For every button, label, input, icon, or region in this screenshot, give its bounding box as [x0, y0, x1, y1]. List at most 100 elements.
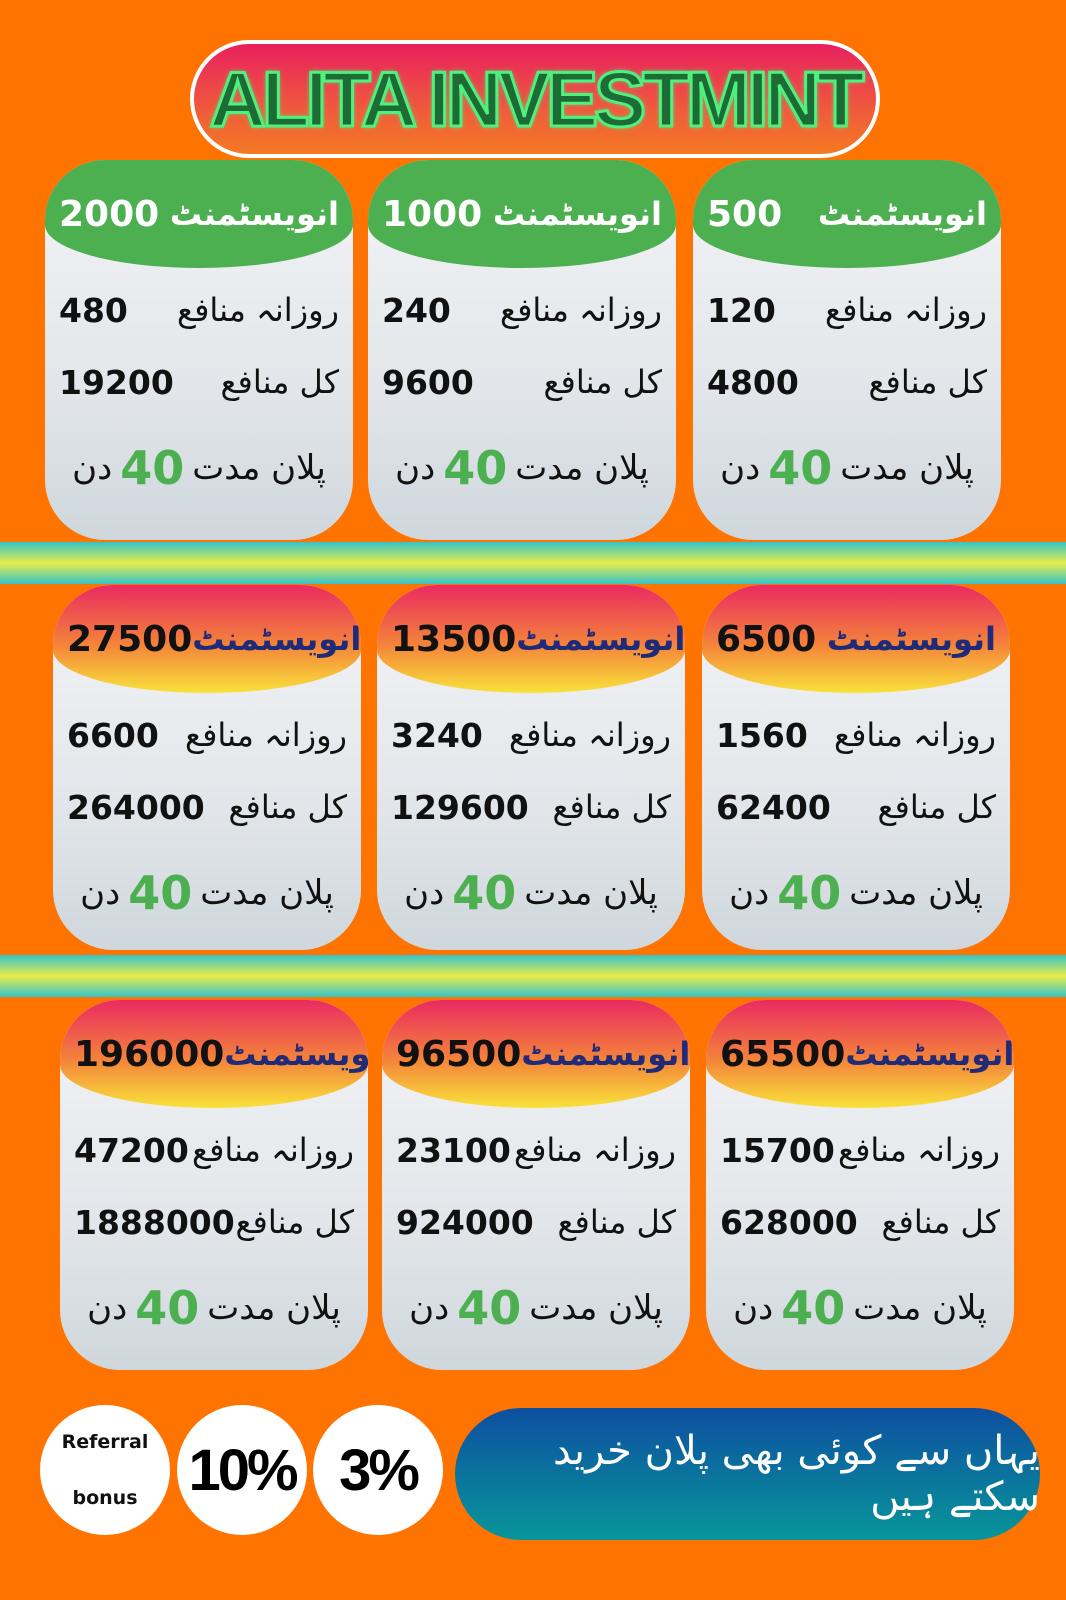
plan-days-value: 40	[457, 1281, 522, 1335]
plan-card[interactable]: 65500 انویسٹمنٹ 15700 روزانہ منافع 62800…	[706, 1000, 1014, 1370]
plan-header: 500 انویسٹمنٹ	[693, 160, 1001, 268]
plan-duration-label: پلان مدت	[840, 448, 974, 488]
plan-days-value: 40	[768, 441, 833, 495]
investment-amount: 1000	[382, 193, 483, 235]
days-unit: دن	[720, 448, 761, 488]
plan-duration-label: پلان مدت	[207, 1288, 341, 1328]
plan-header: 1000 انویسٹمنٹ	[368, 160, 676, 268]
total-profit-value: 62400	[716, 787, 831, 827]
plan-duration-label: پلان مدت	[524, 873, 658, 913]
total-profit-value: 129600	[391, 787, 529, 827]
daily-profit-value: 1560	[716, 715, 808, 755]
investment-label: انویسٹمنٹ	[826, 620, 996, 658]
days-unit: دن	[80, 873, 121, 913]
days-unit: دن	[409, 1288, 450, 1328]
investment-label: انویسٹمنٹ	[521, 1035, 690, 1073]
days-unit: دن	[87, 1288, 128, 1328]
total-profit-row: 4800 کل منافع	[693, 346, 1001, 418]
divider-stripe	[0, 955, 1066, 997]
total-profit-value: 264000	[67, 787, 205, 827]
referral-level2: 3%	[339, 1437, 420, 1503]
plan-duration-label: پلان مدت	[515, 448, 649, 488]
investment-amount: 27500	[67, 618, 193, 660]
plan-duration-label: پلان مدت	[853, 1288, 987, 1328]
total-profit-value: 924000	[396, 1202, 534, 1242]
daily-profit-value: 120	[707, 290, 776, 330]
bonus-label: bonus	[72, 1487, 138, 1509]
total-profit-label: کل منافع	[552, 788, 671, 826]
plan-duration-row: پلان مدت 40 دن	[53, 843, 361, 943]
total-profit-row: 129600 کل منافع	[377, 771, 685, 843]
total-profit-label: کل منافع	[235, 1203, 354, 1241]
daily-profit-row: 23100 روزانہ منافع	[382, 1114, 690, 1186]
daily-profit-row: 3240 روزانہ منافع	[377, 699, 685, 771]
daily-profit-row: 240 روزانہ منافع	[368, 274, 676, 346]
total-profit-row: 19200 کل منافع	[45, 346, 353, 418]
referral-level1: 10%	[188, 1437, 298, 1503]
plan-card[interactable]: 27500 انویسٹمنٹ 6600 روزانہ منافع 264000…	[53, 585, 361, 950]
brand-title: ALITA INVESTMINT	[208, 53, 866, 144]
plan-duration-label: پلان مدت	[849, 873, 983, 913]
buy-plan-text: یہاں سے کوئی بھی پلان خرید سکتے ہیں	[552, 1428, 1040, 1520]
title-banner: ALITA INVESTMINT	[190, 40, 880, 158]
plan-days-value: 40	[120, 441, 185, 495]
days-unit: دن	[729, 873, 770, 913]
plan-duration-row: پلان مدت 40 دن	[693, 418, 1001, 518]
referral-label: Referral	[61, 1431, 149, 1453]
daily-profit-value: 3240	[391, 715, 483, 755]
plan-days-value: 40	[777, 866, 842, 920]
total-profit-row: 628000 کل منافع	[706, 1186, 1014, 1258]
investment-label: انویسٹمنٹ	[224, 1035, 368, 1073]
daily-profit-value: 480	[59, 290, 128, 330]
total-profit-value: 628000	[720, 1202, 858, 1242]
daily-profit-row: 47200 روزانہ منافع	[60, 1114, 368, 1186]
daily-profit-label: روزانہ منافع	[185, 716, 347, 754]
total-profit-value: 4800	[707, 362, 799, 402]
days-unit: دن	[404, 873, 445, 913]
plan-header: 65500 انویسٹمنٹ	[706, 1000, 1014, 1108]
plan-header: 96500 انویسٹمنٹ	[382, 1000, 690, 1108]
investment-amount: 13500	[391, 618, 517, 660]
plan-duration-label: پلان مدت	[200, 873, 334, 913]
plan-card[interactable]: 2000 انویسٹمنٹ 480 روزانہ منافع 19200 کل…	[45, 160, 353, 540]
days-unit: دن	[733, 1288, 774, 1328]
plan-header: 27500 انویسٹمنٹ	[53, 585, 361, 693]
daily-profit-row: 480 روزانہ منافع	[45, 274, 353, 346]
plan-days-value: 40	[443, 441, 508, 495]
investment-label: انویسٹمنٹ	[492, 195, 662, 233]
plan-card[interactable]: 96500 انویسٹمنٹ 23100 روزانہ منافع 92400…	[382, 1000, 690, 1370]
investment-label: انویسٹمنٹ	[817, 195, 987, 233]
daily-profit-label: روزانہ منافع	[192, 1131, 354, 1169]
plan-header: 196000 انویسٹمنٹ	[60, 1000, 368, 1108]
total-profit-row: 924000 کل منافع	[382, 1186, 690, 1258]
plan-card[interactable]: 500 انویسٹمنٹ 120 روزانہ منافع 4800 کل م…	[693, 160, 1001, 540]
investment-label: انویسٹمنٹ	[169, 195, 339, 233]
daily-profit-row: 1560 روزانہ منافع	[702, 699, 1010, 771]
plan-duration-row: پلان مدت 40 دن	[45, 418, 353, 518]
total-profit-row: 1888000 کل منافع	[60, 1186, 368, 1258]
total-profit-label: کل منافع	[877, 788, 996, 826]
plan-duration-row: پلان مدت 40 دن	[60, 1258, 368, 1358]
total-profit-value: 1888000	[74, 1202, 235, 1242]
investment-amount: 2000	[59, 193, 160, 235]
daily-profit-row: 120 روزانہ منافع	[693, 274, 1001, 346]
plan-card[interactable]: 6500 انویسٹمنٹ 1560 روزانہ منافع 62400 ک…	[702, 585, 1010, 950]
daily-profit-label: روزانہ منافع	[509, 716, 671, 754]
plan-card[interactable]: 13500 انویسٹمنٹ 3240 روزانہ منافع 129600…	[377, 585, 685, 950]
investment-amount: 500	[707, 193, 783, 235]
plan-card[interactable]: 1000 انویسٹمنٹ 240 روزانہ منافع 9600 کل …	[368, 160, 676, 540]
total-profit-label: کل منافع	[881, 1203, 1000, 1241]
investment-label: انویسٹمنٹ	[845, 1035, 1014, 1073]
total-profit-value: 9600	[382, 362, 474, 402]
total-profit-value: 19200	[59, 362, 174, 402]
daily-profit-value: 240	[382, 290, 451, 330]
referral-level2-badge: 3%	[313, 1405, 443, 1535]
buy-plan-banner[interactable]: یہاں سے کوئی بھی پلان خرید سکتے ہیں	[455, 1408, 1040, 1540]
daily-profit-label: روزانہ منافع	[838, 1131, 1000, 1169]
daily-profit-label: روزانہ منافع	[825, 291, 987, 329]
days-unit: دن	[395, 448, 436, 488]
plan-card[interactable]: 196000 انویسٹمنٹ 47200 روزانہ منافع 1888…	[60, 1000, 368, 1370]
investment-amount: 6500	[716, 618, 817, 660]
daily-profit-row: 15700 روزانہ منافع	[706, 1114, 1014, 1186]
total-profit-row: 9600 کل منافع	[368, 346, 676, 418]
